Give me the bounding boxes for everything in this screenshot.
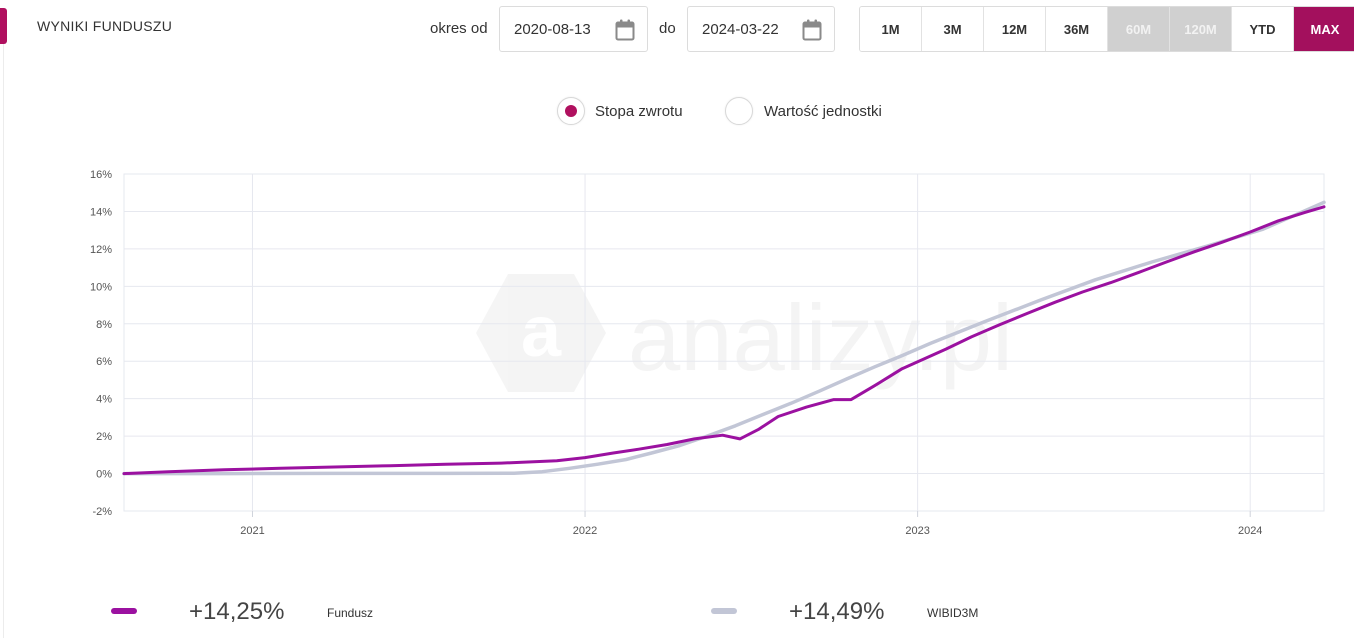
y-tick-label: 10% [90,281,112,293]
range-button-36m[interactable]: 36M [1046,7,1108,51]
section-title: WYNIKI FUNDUSZU [37,18,173,34]
legend-fund-value: +14,25% [189,598,285,625]
return-chart: a analizy.pl -2% 0% 2% 4% 6% 8% 10% 12% 14% 16% 2… [90,169,1326,537]
radio-selected-dot [565,105,577,117]
date-to-picker[interactable]: 2024-03-22 [687,6,835,52]
range-button-max[interactable]: MAX [1294,7,1354,51]
x-axis: 2021 2022 2023 2024 [240,511,1262,537]
y-tick-label: 6% [96,356,112,368]
legend-fund-name: Fundusz [327,606,374,620]
y-tick-label: -2% [92,506,112,518]
y-tick-label: 0% [96,469,112,481]
radio-return-rate-label[interactable]: Stopa zwrotu [595,103,683,120]
chart-grid [123,173,1325,512]
section-divider [3,44,4,638]
date-to-value: 2024-03-22 [702,20,779,38]
period-from-label: okres od [430,20,488,37]
range-button-60m[interactable]: 60M [1108,7,1170,51]
y-tick-label: 14% [90,206,112,218]
legend-benchmark-value: +14,49% [789,598,885,625]
range-button-3m[interactable]: 3M [922,7,984,51]
date-from-value: 2020-08-13 [514,20,591,38]
y-tick-label: 2% [96,431,112,443]
period-to-label: do [659,20,676,37]
range-button-120m[interactable]: 120M [1170,7,1232,51]
range-button-12m[interactable]: 12M [984,7,1046,51]
legend-benchmark-name: WIBID3M [927,606,979,620]
watermark: a analizy.pl [476,274,1013,392]
y-tick-label: 12% [90,244,112,256]
section-accent-bar [0,8,7,44]
range-button-1m[interactable]: 1M [860,7,922,51]
y-tick-label: 16% [90,169,112,181]
watermark-logo-shape [476,274,606,392]
y-axis: -2% 0% 2% 4% 6% 8% 10% 12% 14% 16% [90,169,112,518]
chart-series [122,200,1326,476]
range-button-group: 1M 3M 12M 36M 60M 120M YTD MAX [859,6,1354,52]
x-tick-label: 2021 [240,525,264,537]
calendar-icon[interactable] [802,19,822,41]
legend-benchmark-swatch [711,608,737,614]
y-tick-label: 4% [96,394,112,406]
radio-return-rate[interactable] [557,97,585,125]
legend-fund-swatch [111,608,137,614]
date-from-picker[interactable]: 2020-08-13 [499,6,648,52]
x-tick-label: 2024 [1238,525,1262,537]
x-tick-label: 2023 [905,525,929,537]
watermark-text: analizy.pl [628,285,1013,390]
series-line-benchmark [122,200,1326,476]
y-tick-label: 8% [96,319,112,331]
range-button-ytd[interactable]: YTD [1232,7,1294,51]
series-line-fund [122,205,1326,476]
calendar-icon[interactable] [615,19,635,41]
x-tick-label: 2022 [573,525,597,537]
watermark-logo-letter: a [521,292,562,372]
radio-unit-value[interactable] [725,97,753,125]
radio-unit-value-label[interactable]: Wartość jednostki [764,103,882,120]
